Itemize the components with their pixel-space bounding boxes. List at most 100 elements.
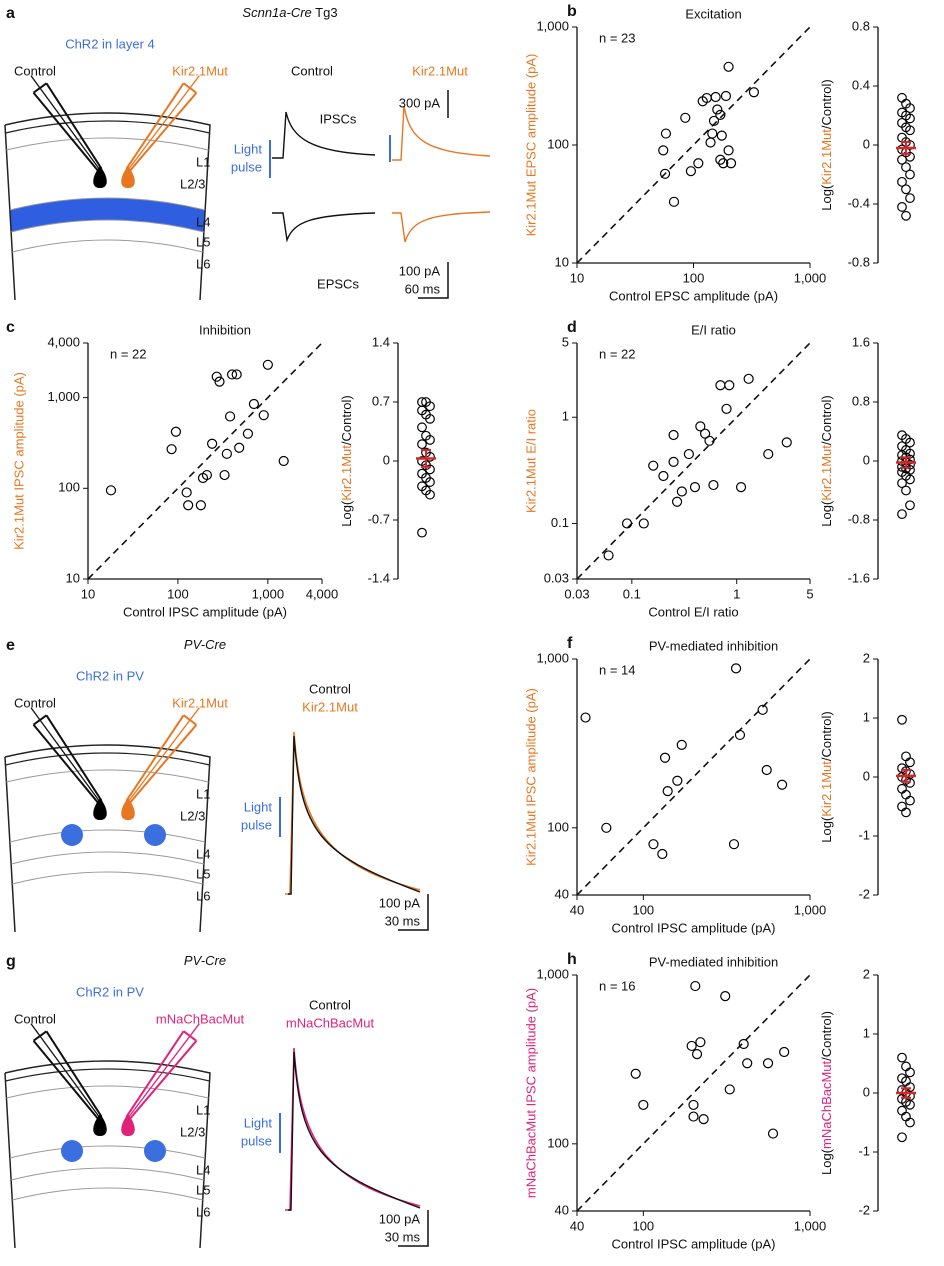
data-point [105,485,117,496]
data-point [901,1061,911,1072]
mutant-label: mNaChBacMut [156,1011,245,1026]
data-point [659,168,671,179]
y-tick-label: -0.4 [848,195,870,210]
stim-label: ChR2 in PV [76,984,144,999]
x-tick-label: 10 [570,270,584,285]
data-point [734,729,746,741]
scale-label: 100 pA [379,1211,421,1226]
layer-label: L2/3 [180,176,205,191]
x-axis-label: Control E/I ratio [648,604,738,619]
data-point [721,403,732,414]
y-tick-label: 1.6 [852,334,870,349]
data-point [905,437,915,448]
data-point [901,1111,911,1122]
data-point [897,783,907,794]
layer-label: L5 [196,866,210,881]
light-label: Light [234,141,263,156]
y-label-part: Log( [819,1148,834,1175]
data-point [761,764,772,776]
data-point [757,704,768,715]
data-point [705,137,716,148]
layer-label: L4 [196,846,210,861]
chart-title: Inhibition [199,322,251,337]
y-label-part: /Control) [819,1011,834,1061]
y-label-part: /Control) [819,711,834,761]
x-tick-label: 1,000 [794,1218,827,1233]
trace-label: Kir2.1Mut [412,63,468,78]
mean-sem [896,768,916,783]
scale-bar [418,262,449,299]
data-point [662,786,673,797]
data-point [901,162,911,173]
chart-title: E/I ratio [691,322,736,337]
data-point [278,455,289,467]
y-tick-label: 4,000 [47,334,80,349]
layer-label: L1 [196,1102,210,1117]
y-tick-label: 0.4 [852,77,870,92]
x-tick-label: 100 [632,1218,654,1233]
x-tick-label: 0.1 [623,586,641,601]
layer-label: L4 [196,214,210,229]
layer-label: L2/3 [180,1124,205,1139]
data-point [762,1058,774,1069]
data-point [221,448,232,459]
y-label-part: /Control) [339,395,354,445]
y-axis-label: Log(Kir2.1Mut/Control) [819,395,834,527]
slice-edge [5,1068,210,1082]
scale-bar [398,1210,429,1247]
mean-sem [896,456,916,469]
y-tick-label: 0.8 [852,393,870,408]
data-point [201,469,213,481]
data-point [676,739,687,750]
y-tick-label: 1 [863,1025,870,1040]
chart-title: PV-mediated inhibition [649,954,778,969]
y-label-part: mNaChBacMut [819,1060,834,1149]
data-point [724,1084,735,1095]
data-point [897,478,907,489]
stim-label: ChR2 in layer 4 [65,36,155,51]
x-tick-label: 1 [733,586,740,601]
data-point [195,500,206,511]
panel-label: e [6,637,15,654]
data-point [425,464,435,475]
data-point [242,428,254,439]
data-point [638,1099,649,1111]
y-tick-label: 100 [547,136,569,151]
annotation: n = 22 [110,346,147,361]
data-point [708,479,719,491]
scale-label: 60 ms [405,281,441,296]
electrode [30,75,101,171]
data-point [638,518,649,529]
y-tick-label: 5 [562,334,569,349]
data-point [720,90,732,102]
data-point [671,496,683,507]
mutant-cell [121,1114,135,1136]
data-point [688,1111,699,1122]
y-axis-label: Kir2.1Mut E/I ratio [523,409,538,513]
slice-outline [4,112,211,301]
data-point [905,1117,915,1128]
x-tick-label: 40 [570,1218,584,1233]
data-point [723,145,734,156]
data-point [668,196,680,207]
data-point [897,176,907,187]
mean-sem [896,141,916,155]
data-point [688,1099,699,1111]
data-point [720,990,731,1002]
stim-label: ChR2 in PV [76,668,144,683]
data-point [685,166,697,177]
title-part: PV-Cre [184,953,226,968]
x-tick-label: 1,000 [794,270,827,285]
stim-band [9,198,206,232]
y-axis-label: Kir2.1Mut IPSC amplitude (pA) [11,372,26,550]
control-cell [93,798,107,820]
y-tick-label: 1,000 [536,966,569,981]
data-point [693,158,704,169]
data-point [686,1040,697,1052]
data-point [690,980,701,992]
data-point [181,487,192,498]
data-point [716,130,727,141]
y-label-part: Log( [819,184,834,211]
trace-label: Kir2.1Mut [302,699,358,714]
